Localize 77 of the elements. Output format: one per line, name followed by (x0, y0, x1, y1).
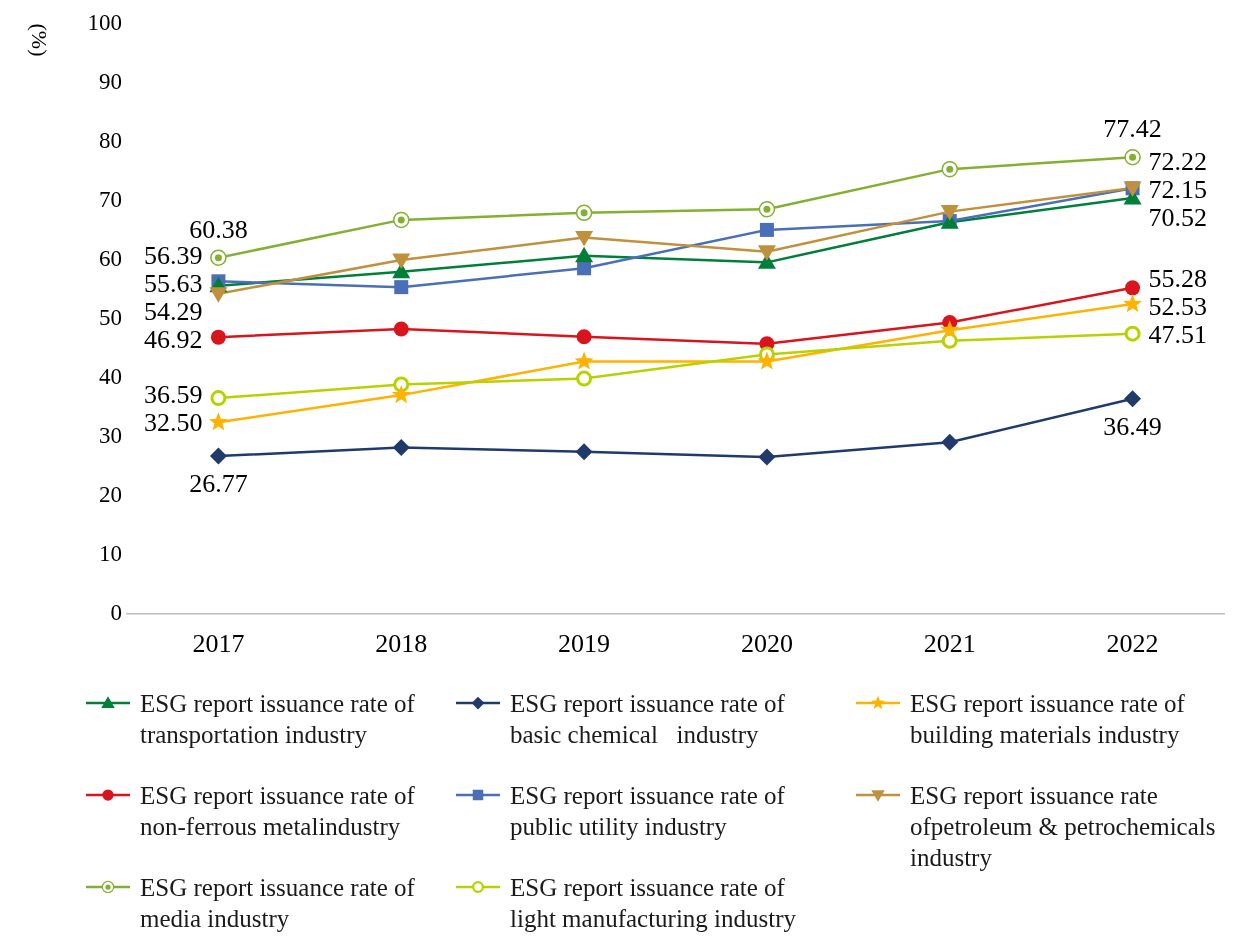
point (1124, 148, 1141, 166)
x-tick-label: 2020 (740, 629, 793, 659)
point (392, 439, 410, 457)
point (575, 246, 594, 263)
point (1124, 390, 1142, 408)
data-label: 72.15 (1148, 175, 1208, 205)
y-tick-label: 80 (99, 128, 122, 154)
point (209, 287, 228, 303)
y-tick-label: 100 (87, 10, 122, 36)
point (758, 201, 776, 218)
point (210, 390, 227, 407)
point (757, 351, 777, 370)
point (393, 321, 409, 337)
data-label: 26.77 (189, 468, 248, 498)
point (757, 245, 776, 261)
x-tick-label: 2019 (558, 629, 611, 659)
data-label: 56.39 (143, 241, 203, 271)
x-tick-label: 2021 (923, 629, 976, 659)
y-axis-title: (%) (27, 23, 53, 57)
point (391, 385, 411, 404)
point (209, 447, 227, 465)
data-label: 32.50 (143, 408, 203, 438)
legend-label: ESG report issuance rate of public utility industry (510, 781, 786, 842)
y-tick-label: 50 (99, 305, 122, 331)
y-tick-label: 40 (99, 364, 122, 390)
data-label: 36.49 (1103, 411, 1162, 441)
point (759, 222, 774, 237)
point (940, 320, 960, 339)
data-label: 55.28 (1148, 264, 1208, 294)
legend-label: ESG report issuance rate of transportation industry (140, 689, 416, 750)
y-tick-label: 90 (99, 69, 122, 95)
point (394, 280, 409, 295)
data-label: 54.29 (143, 297, 203, 327)
legend-label: ESG report issuance rate of light manufacturing industry (510, 873, 798, 934)
point (393, 376, 410, 393)
legend-label: ESG report issuance rate of basic chemical industry (510, 689, 786, 750)
point (1124, 325, 1141, 342)
data-label: 60.38 (189, 214, 248, 244)
data-label: 47.51 (1148, 320, 1208, 350)
point (575, 231, 594, 247)
point (758, 448, 776, 466)
point (393, 211, 410, 229)
data-label: 77.42 (1103, 114, 1162, 144)
point (574, 351, 594, 370)
point (392, 253, 411, 269)
point (208, 412, 228, 431)
y-tick-label: 30 (99, 423, 122, 449)
legend-label: ESG report issuance rate of non-ferrous metalindustry (140, 781, 416, 842)
data-label: 72.22 (1148, 147, 1208, 177)
legend-label: ESG report issuance rate of building materials industry (910, 689, 1186, 750)
data-label: 36.59 (143, 380, 203, 410)
point (1123, 294, 1143, 313)
point (1125, 280, 1141, 296)
point (576, 370, 593, 387)
data-label: 55.63 (143, 269, 203, 299)
point (577, 261, 592, 276)
y-tick-label: 10 (99, 541, 122, 567)
y-tick-label: 0 (110, 600, 122, 626)
x-tick-label: 2022 (1106, 629, 1159, 659)
point (210, 249, 227, 267)
point (575, 443, 593, 461)
x-tick-label: 2018 (375, 629, 428, 659)
y-tick-label: 70 (99, 187, 122, 213)
point (941, 433, 959, 451)
y-tick-label: 20 (99, 482, 122, 508)
x-tick-label: 2017 (192, 629, 245, 659)
data-label: 46.92 (143, 325, 203, 355)
data-label: 70.52 (1148, 203, 1208, 233)
data-label: 52.53 (1148, 292, 1208, 322)
point (210, 329, 226, 345)
point (940, 205, 959, 221)
legend-label: ESG report issuance rate of media industry (140, 873, 416, 934)
point (576, 329, 592, 345)
y-tick-label: 60 (99, 246, 122, 272)
point (941, 160, 958, 178)
point (575, 204, 593, 222)
legend-label: ESG report issuance rate ofpetroleum & petrochemicals industry (910, 781, 1217, 873)
